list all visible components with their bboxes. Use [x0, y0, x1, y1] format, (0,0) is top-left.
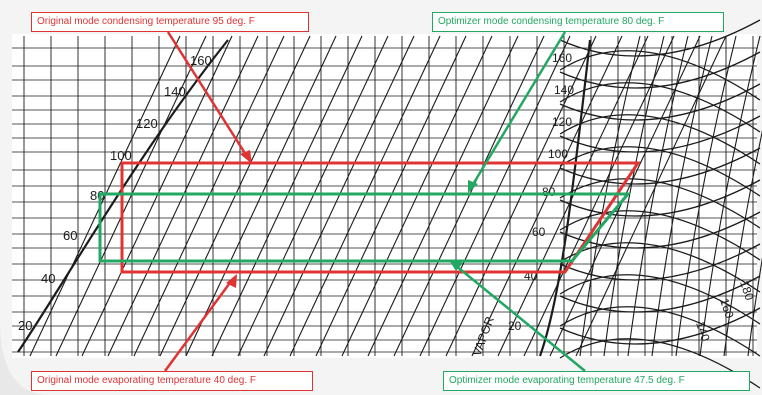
curve-line: [723, 130, 762, 357]
arrow-orig-evaporating: [163, 279, 234, 372]
curve-line: [471, 35, 623, 357]
curve-line: [559, 243, 761, 281]
callout-optimizer-condensing: Optimizer mode condensing temperature 80…: [432, 12, 724, 32]
curve-line: [367, 35, 519, 357]
curve-line: [185, 35, 337, 357]
curve-line: [559, 146, 761, 197]
left-label-140: 140: [164, 84, 186, 99]
curve-line: [747, 257, 762, 357]
arrowhead-orig-evaporating: [226, 274, 237, 288]
curve-line: [445, 35, 597, 357]
curve-line: [559, 83, 761, 121]
curve-line: [133, 35, 285, 357]
curve-line: [651, 35, 713, 357]
right-label-160: 160: [552, 51, 572, 65]
curve-line: [315, 35, 467, 357]
right-label-100: 100: [548, 147, 568, 161]
left-label-40: 40: [41, 271, 55, 286]
arrowhead-opt-evaporating: [449, 260, 463, 271]
curve-line: [211, 35, 363, 357]
curve-line: [559, 147, 761, 185]
arrowhead-orig-condensing: [240, 150, 252, 164]
curve-line: [675, 35, 737, 357]
left-label-100: 100: [110, 148, 132, 163]
curve-line: [29, 35, 181, 357]
curve-line: [263, 35, 415, 357]
curve-line: [289, 35, 441, 357]
right-label-140: 140: [554, 83, 574, 97]
right-label-120: 120: [552, 115, 572, 129]
corner-mask: [0, 320, 50, 395]
curve-line: [559, 211, 761, 249]
right-label-80: 80: [542, 185, 556, 199]
curve-line: [55, 35, 207, 357]
curve-line: [627, 35, 689, 357]
curve-line: [17, 39, 229, 353]
curve-line: [575, 35, 727, 357]
curve-line: [559, 178, 761, 229]
left-label-160: 160: [190, 53, 212, 68]
curve-line: [393, 35, 545, 357]
curve-line: [341, 35, 493, 357]
curve-line: [579, 35, 641, 357]
bottom-right-label-140: 140: [693, 320, 713, 344]
callout-optimizer-evaporating: Optimizer mode evaporating temperature 4…: [443, 371, 750, 391]
left-label-20: 20: [18, 318, 32, 333]
arrow-opt-evaporating: [454, 264, 586, 372]
arrowhead-opt-condensing: [468, 180, 478, 193]
curve-line: [559, 115, 761, 153]
curve-line: [497, 35, 649, 357]
callout-original-evaporating: Original mode evaporating temperature 40…: [31, 371, 313, 391]
curve-line: [559, 114, 761, 165]
curve-line: [237, 35, 389, 357]
curve-line: [559, 179, 761, 217]
callout-original-condensing: Original mode condensing temperature 95 …: [31, 12, 309, 32]
curve-line: [81, 35, 233, 357]
bottom-right-label-180: 180: [737, 279, 757, 303]
curve-line: [559, 306, 761, 357]
curve-line: [538, 39, 592, 357]
right-label-20: 20: [508, 319, 522, 333]
curve-line: [699, 35, 761, 357]
right-label-60: 60: [532, 225, 546, 239]
curve-line: [603, 35, 665, 357]
optimizer-cycle-outline: [98, 192, 632, 263]
curve-line: [159, 35, 311, 357]
curve-line: [559, 19, 761, 57]
curve-line: [107, 35, 259, 357]
arrow-opt-condensing: [470, 31, 567, 187]
curve-line: [559, 82, 761, 133]
arrow-orig-condensing: [166, 31, 250, 159]
original-cycle-outline: [120, 161, 641, 274]
curve-line: [419, 35, 571, 357]
curve-line: [559, 50, 761, 101]
left-label-120: 120: [136, 116, 158, 131]
curve-line: [523, 35, 675, 357]
left-label-60: 60: [63, 228, 77, 243]
curve-line: [559, 51, 761, 89]
bottom-right-label-160: 160: [717, 297, 737, 321]
